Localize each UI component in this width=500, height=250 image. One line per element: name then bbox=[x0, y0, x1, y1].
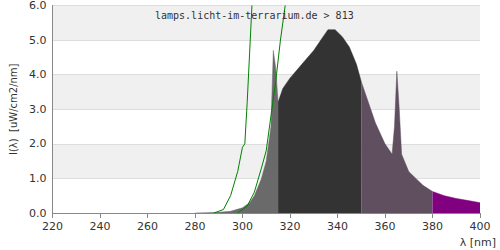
svg-text:1.0: 1.0 bbox=[29, 172, 47, 185]
svg-text:260: 260 bbox=[137, 220, 158, 233]
svg-text:220: 220 bbox=[42, 220, 63, 233]
svg-text:400: 400 bbox=[470, 220, 491, 233]
svg-text:5.0: 5.0 bbox=[29, 34, 47, 47]
svg-text:360: 360 bbox=[374, 220, 395, 233]
svg-text:240: 240 bbox=[89, 220, 110, 233]
svg-text:320: 320 bbox=[279, 220, 300, 233]
svg-text:λ [nm]: λ [nm] bbox=[460, 236, 496, 249]
svg-text:lamps.licht-im-terrarium.de >: lamps.licht-im-terrarium.de > 813 bbox=[155, 10, 354, 21]
svg-text:0.0: 0.0 bbox=[29, 207, 47, 220]
svg-text:340: 340 bbox=[327, 220, 348, 233]
svg-text:2.0: 2.0 bbox=[29, 137, 47, 150]
svg-text:300: 300 bbox=[232, 220, 253, 233]
svg-text:I(λ) [uW/cm2/nm]: I(λ) [uW/cm2/nm] bbox=[8, 63, 19, 155]
svg-text:3.0: 3.0 bbox=[29, 103, 47, 116]
svg-text:380: 380 bbox=[422, 220, 443, 233]
svg-text:6.0: 6.0 bbox=[29, 0, 47, 12]
svg-text:280: 280 bbox=[184, 220, 205, 233]
svg-text:4.0: 4.0 bbox=[29, 68, 47, 81]
